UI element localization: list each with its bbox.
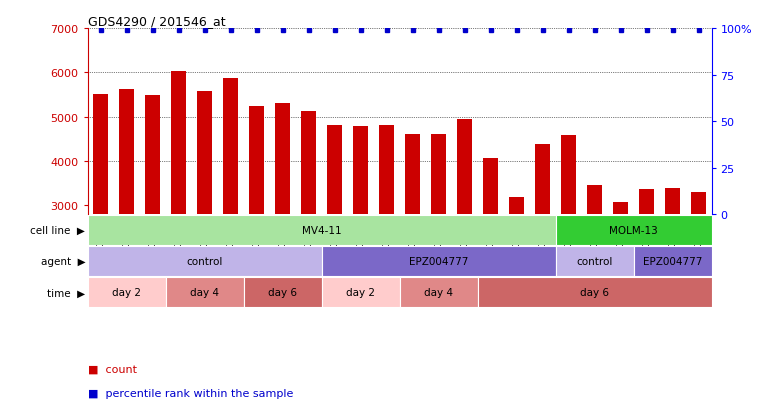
Bar <box>88 216 556 246</box>
Bar <box>665 188 680 339</box>
Bar <box>562 136 575 339</box>
Bar <box>88 278 166 308</box>
Text: time  ▶: time ▶ <box>47 287 85 298</box>
Bar <box>400 278 478 308</box>
Bar <box>478 278 712 308</box>
Text: cell line  ▶: cell line ▶ <box>30 225 85 236</box>
Bar <box>301 112 316 339</box>
Text: day 4: day 4 <box>424 287 453 298</box>
Bar <box>692 192 705 339</box>
Bar <box>224 79 237 339</box>
Bar <box>633 247 712 277</box>
Text: control: control <box>186 256 223 267</box>
Text: ■  count: ■ count <box>88 364 136 374</box>
Bar <box>587 185 602 339</box>
Text: day 2: day 2 <box>346 287 375 298</box>
Bar <box>556 247 634 277</box>
Bar <box>509 197 524 339</box>
Text: day 6: day 6 <box>580 287 609 298</box>
Text: ■  percentile rank within the sample: ■ percentile rank within the sample <box>88 389 293 399</box>
Text: day 2: day 2 <box>112 287 141 298</box>
Bar <box>171 72 186 339</box>
Bar <box>556 216 712 246</box>
Text: EPZ004777: EPZ004777 <box>643 256 702 267</box>
Bar <box>327 126 342 339</box>
Bar <box>639 190 654 339</box>
Bar <box>88 247 322 277</box>
Bar <box>119 90 134 339</box>
Bar <box>613 203 628 339</box>
Text: agent  ▶: agent ▶ <box>40 256 85 267</box>
Bar <box>244 278 322 308</box>
Bar <box>250 107 263 339</box>
Bar <box>353 126 368 339</box>
Bar <box>197 91 212 339</box>
Bar <box>406 134 419 339</box>
Text: day 4: day 4 <box>190 287 219 298</box>
Text: day 6: day 6 <box>268 287 297 298</box>
Bar <box>322 278 400 308</box>
Bar <box>275 104 290 339</box>
Bar <box>322 247 556 277</box>
Bar <box>483 159 498 339</box>
Bar <box>380 126 393 339</box>
Bar <box>145 96 160 339</box>
Bar <box>457 120 472 339</box>
Bar <box>431 134 446 339</box>
Text: MOLM-13: MOLM-13 <box>609 225 658 236</box>
Text: GDS4290 / 201546_at: GDS4290 / 201546_at <box>88 15 225 28</box>
Bar <box>166 278 244 308</box>
Text: EPZ004777: EPZ004777 <box>409 256 468 267</box>
Bar <box>94 95 107 339</box>
Bar <box>536 145 549 339</box>
Text: control: control <box>576 256 613 267</box>
Text: MV4-11: MV4-11 <box>301 225 342 236</box>
